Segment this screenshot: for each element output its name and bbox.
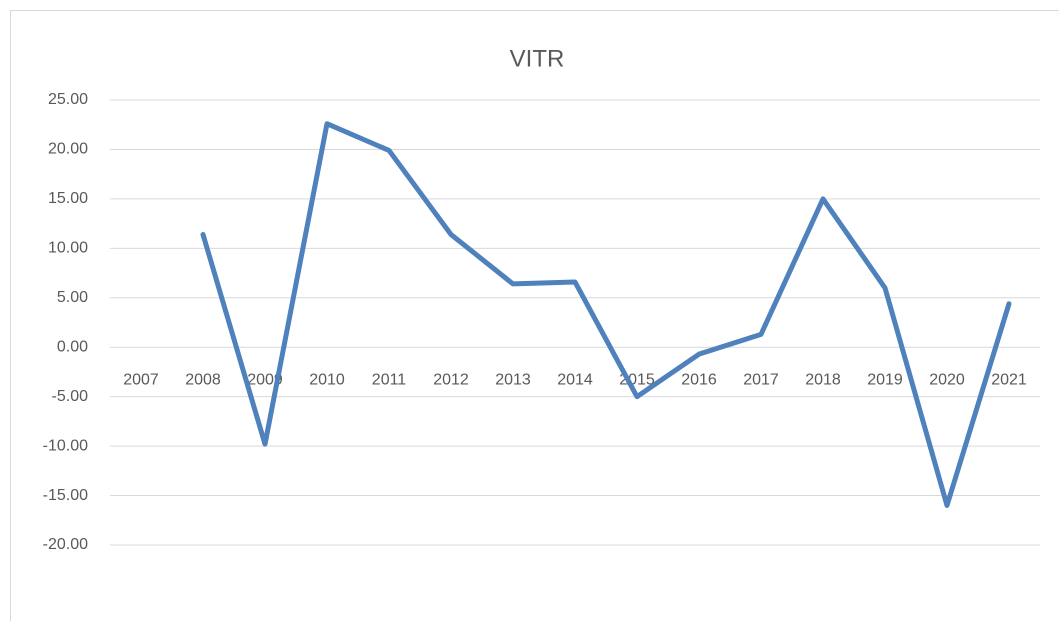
x-tick-label: 2009 [247, 371, 283, 388]
y-tick-label: 15.00 [48, 190, 88, 207]
x-tick-label: 2012 [433, 371, 469, 388]
y-tick-label: 10.00 [48, 240, 88, 257]
y-tick-label: 5.00 [57, 289, 88, 306]
chart-title: VITR [510, 45, 565, 72]
line-series [200, 121, 1012, 508]
y-tick-label: 20.00 [48, 141, 88, 158]
x-tick-label: 2010 [309, 371, 345, 388]
x-tick-label: 2014 [557, 371, 593, 388]
x-tick-label: 2017 [743, 371, 779, 388]
x-tick-label: 2021 [991, 371, 1027, 388]
y-tick-label: -20.00 [43, 536, 88, 553]
x-tick-label: 2018 [805, 371, 841, 388]
y-tick-label: -5.00 [52, 388, 89, 405]
y-tick-label: -10.00 [43, 437, 88, 454]
y-tick-label: -15.00 [43, 487, 88, 504]
x-tick-label: 2019 [867, 371, 903, 388]
x-tick-label: 2020 [929, 371, 965, 388]
y-tick-label: 25.00 [48, 91, 88, 108]
x-tick-label: 2016 [681, 371, 717, 388]
x-tick-label: 2008 [185, 371, 221, 388]
y-tick-label: 0.00 [57, 338, 88, 355]
x-tick-label: 2013 [495, 371, 531, 388]
chart-frame [10, 10, 1059, 621]
x-tick-label: 2011 [372, 371, 407, 388]
x-tick-label: 2007 [123, 371, 159, 388]
